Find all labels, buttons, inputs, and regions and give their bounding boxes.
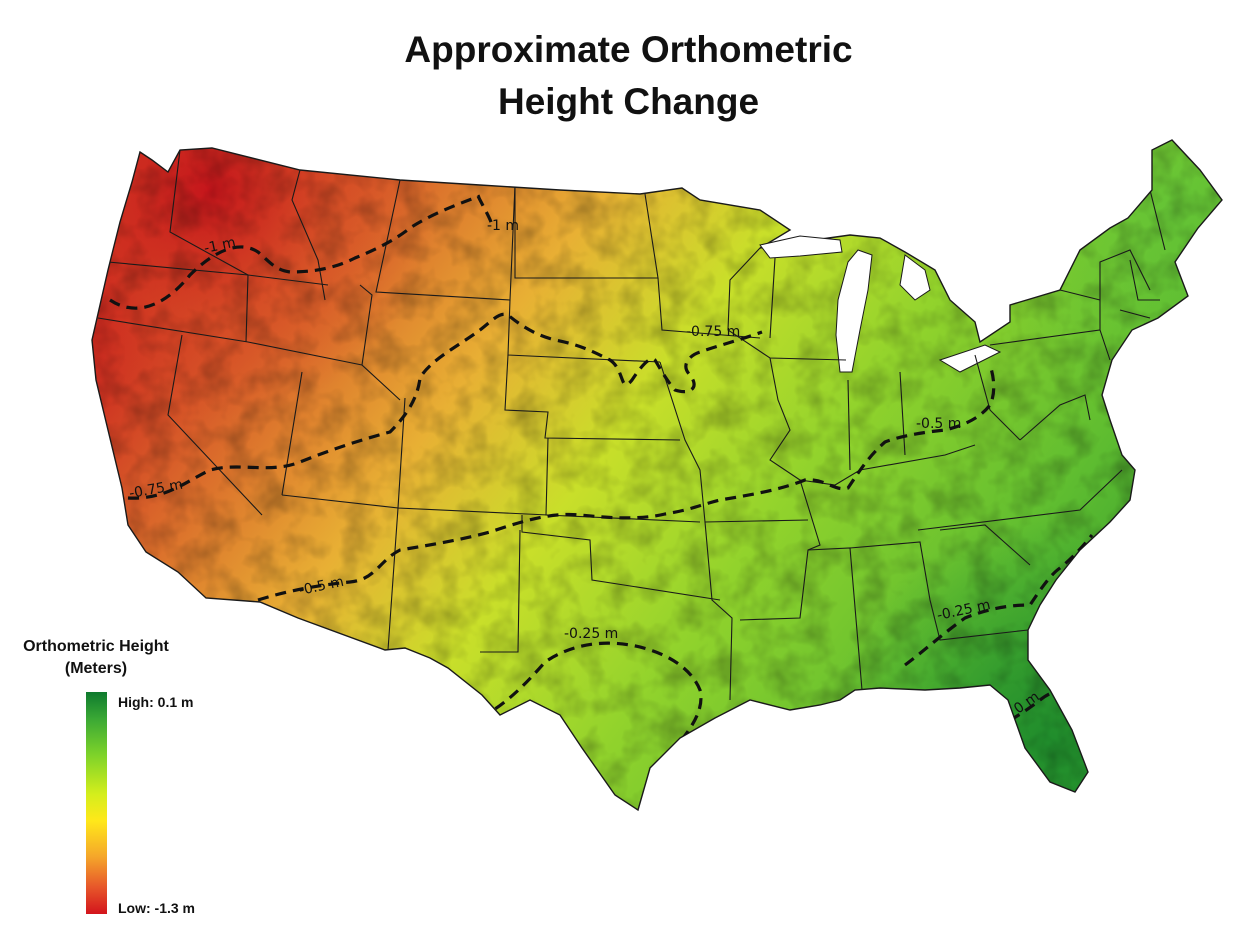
state-boundaries xyxy=(97,149,1166,701)
contour-neg025 xyxy=(479,641,703,750)
contour-label-neg1-west: -1 m xyxy=(203,235,238,257)
legend-title-line2: (Meters) xyxy=(64,660,128,677)
contour-neg025-east xyxy=(904,534,1094,667)
legend-low-label: Low: -1.3 m xyxy=(118,900,196,916)
contiguous-us-landmass xyxy=(91,139,1223,811)
legend-high-label: High: 0.1 m xyxy=(118,694,194,710)
contour-label-neg075-north: -0.75 m xyxy=(686,324,740,340)
contour-label-neg025-south: -0.25 m xyxy=(564,626,618,642)
great-lakes xyxy=(759,235,1002,373)
contour-neg1-west xyxy=(109,194,481,310)
map-title-line1: Approximate Orthometric xyxy=(404,29,853,70)
contour-neg05 xyxy=(257,364,996,602)
legend-color-ramp xyxy=(86,692,107,914)
contour-label-neg1-north: -1 m xyxy=(487,218,519,234)
contour-neg075 xyxy=(127,312,763,500)
legend-title-line1: Orthometric Height xyxy=(23,638,169,655)
contour-neg1-north xyxy=(476,195,494,226)
contour-label-neg05-east: -0.5 m xyxy=(916,416,961,432)
map-title-line2: Height Change xyxy=(497,81,760,122)
